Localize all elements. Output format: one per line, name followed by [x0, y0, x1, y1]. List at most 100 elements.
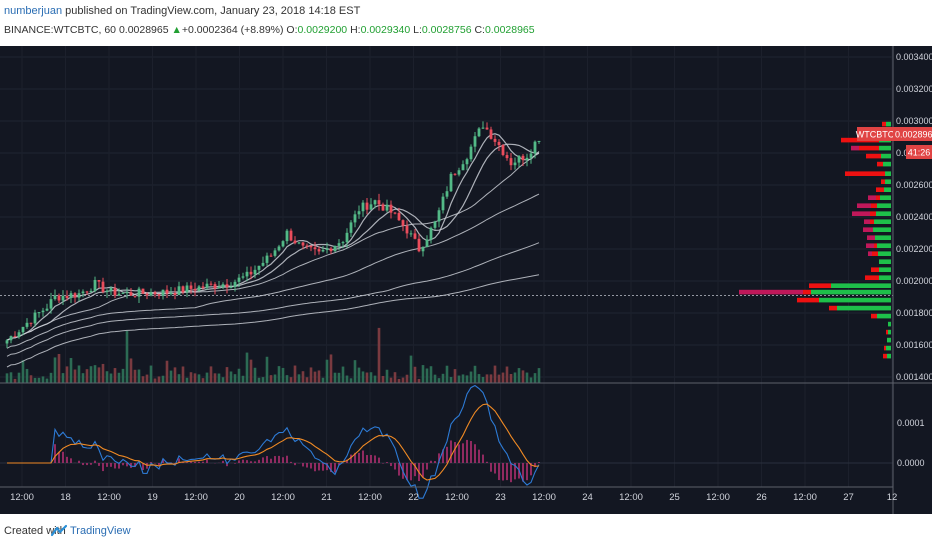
- candle-body: [145, 293, 149, 296]
- candle-body: [13, 336, 17, 338]
- volume-profile-down: [829, 305, 837, 311]
- volume-profile-up: [877, 203, 891, 208]
- volume-bar: [345, 375, 349, 383]
- candle-body: [129, 292, 133, 296]
- candle-body: [457, 170, 461, 175]
- volume-bar: [45, 378, 49, 383]
- volume-bar: [457, 375, 461, 383]
- volume-bar: [69, 358, 73, 383]
- candle-body: [525, 157, 529, 161]
- volume-bar: [537, 368, 541, 383]
- candle-body: [277, 246, 281, 251]
- volume-bar: [205, 372, 209, 383]
- volume-bar: [333, 372, 337, 383]
- candle-body: [197, 286, 201, 291]
- chart-canvas[interactable]: 0.00340000.00320000.00300000.00280000.00…: [0, 46, 932, 514]
- candle-body: [373, 200, 377, 205]
- volume-bar: [41, 376, 45, 383]
- volume-bar: [353, 360, 357, 383]
- volume-bar: [433, 374, 437, 383]
- volume-bars: [5, 327, 541, 383]
- volume-bar: [533, 373, 537, 383]
- volume-bar: [269, 375, 273, 383]
- candle-body: [493, 138, 497, 142]
- candle-body: [281, 241, 285, 247]
- candle-body: [501, 145, 505, 156]
- candle-body: [293, 240, 297, 244]
- tradingview-logo-icon[interactable]: [51, 523, 67, 539]
- candle-body: [9, 336, 13, 341]
- time-tick-label: 27: [843, 492, 854, 503]
- volume-bar: [169, 370, 173, 383]
- volume-bar: [517, 368, 521, 383]
- volume-bar: [217, 373, 221, 383]
- volume-bar: [321, 377, 325, 383]
- candle-body: [269, 255, 273, 257]
- candle-body: [393, 212, 397, 214]
- volume-profile-up: [879, 145, 891, 151]
- volume-profile-up: [886, 121, 891, 127]
- volume-bar: [373, 375, 377, 383]
- candle-body: [53, 295, 57, 300]
- volume-bar: [277, 366, 281, 383]
- candle-body: [109, 287, 113, 291]
- candle-body: [357, 211, 361, 215]
- volume-profile-up: [886, 345, 891, 351]
- tradingview-link[interactable]: TradingView: [70, 525, 131, 537]
- time-tick-label: 12:00: [184, 492, 208, 503]
- time-tick-label: 22: [408, 492, 419, 503]
- candle-body: [361, 202, 365, 212]
- candle-body: [521, 155, 525, 161]
- author-link[interactable]: numberjuan: [4, 5, 63, 17]
- volume-profile-up: [811, 289, 891, 295]
- moving-average-line: [6, 152, 540, 341]
- volume-bar: [193, 373, 197, 383]
- candle-body: [333, 245, 337, 252]
- volume-profile-down: [881, 179, 885, 184]
- candle-body: [453, 173, 457, 175]
- candle-body: [509, 158, 513, 166]
- candle-body: [177, 286, 181, 296]
- candle-body: [465, 159, 469, 165]
- volume-bar: [341, 366, 345, 383]
- volume-bar: [405, 374, 409, 383]
- volume-bar: [441, 373, 445, 383]
- volume-bar: [37, 377, 41, 383]
- volume-profile-down: [871, 313, 877, 319]
- volume-bar: [109, 373, 113, 383]
- candle-body: [273, 250, 277, 256]
- candle-body: [469, 146, 473, 160]
- volume-profile-down: [871, 203, 877, 208]
- candle-body: [413, 233, 417, 239]
- volume-bar: [521, 370, 525, 383]
- time-tick-label: 12:00: [532, 492, 556, 503]
- candle-body: [429, 227, 433, 240]
- candle-body: [385, 204, 389, 211]
- volume-bar: [129, 358, 133, 383]
- volume-profile-down: [845, 171, 885, 176]
- volume-profile-down: [809, 283, 831, 288]
- volume-bar: [105, 371, 109, 383]
- volume-bar: [61, 373, 65, 383]
- candle-body: [261, 262, 265, 266]
- volume-profile-mid: [864, 219, 870, 224]
- volume-bar: [289, 377, 293, 383]
- volume-bar: [25, 368, 29, 383]
- volume-bar: [449, 376, 453, 383]
- volume-bar: [65, 366, 69, 383]
- volume-bar: [497, 374, 501, 383]
- candle-body: [309, 245, 313, 248]
- candle-body: [73, 293, 77, 298]
- moving-average-line: [6, 143, 540, 341]
- volume-bar: [453, 369, 457, 383]
- volume-bar: [365, 372, 369, 383]
- publication-line: numberjuan published on TradingView.com,…: [4, 5, 360, 17]
- volume-bar: [101, 363, 105, 383]
- volume-profile-down: [874, 243, 877, 248]
- volume-profile-up: [888, 321, 891, 327]
- volume-profile-mid: [739, 289, 803, 295]
- volume-bar: [257, 377, 261, 383]
